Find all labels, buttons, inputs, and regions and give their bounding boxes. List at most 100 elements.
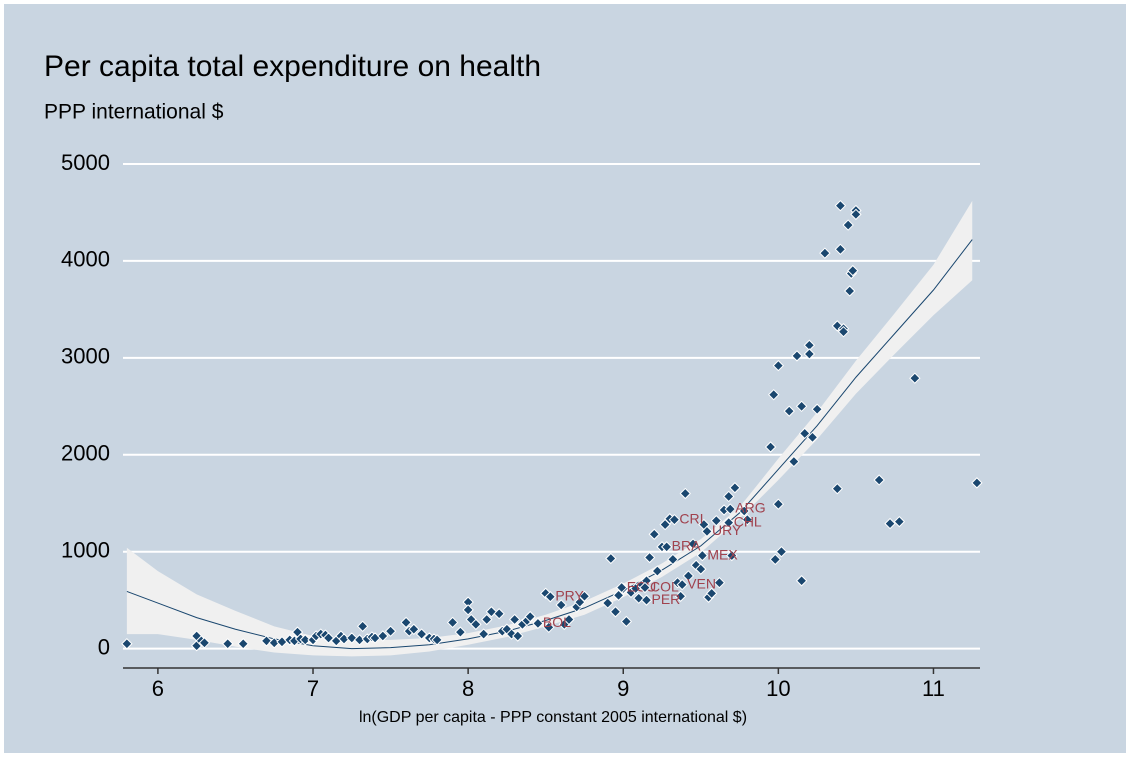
axes: 0 1000 2000 3000 4000 5000 6 7 8 9 10 11: [61, 150, 980, 701]
data-point: [884, 517, 896, 530]
data-point: [705, 587, 718, 600]
data-point: [481, 613, 493, 626]
data-point: [726, 549, 738, 562]
x-axis-title: ln(GDP per capita - PPP constant 2005 in…: [359, 709, 747, 726]
data-point: [555, 599, 567, 611]
y-tick-label: 1000: [61, 538, 110, 563]
data-point: [971, 477, 983, 489]
data-point: [893, 515, 906, 528]
chart-title: Per capita total expenditure on health: [44, 50, 541, 83]
labeled-point: [532, 617, 544, 630]
data-point: [446, 616, 459, 629]
data-point: [563, 613, 575, 626]
labeled-point: [544, 591, 557, 603]
data-point: [633, 592, 645, 604]
data-point: [682, 570, 695, 582]
data-point: [609, 606, 622, 618]
y-tick-label: 4000: [61, 247, 110, 272]
data-point: [850, 208, 862, 221]
data-point: [524, 610, 536, 623]
data-point: [843, 285, 856, 297]
data-point: [651, 565, 664, 577]
data-point: [738, 505, 750, 517]
data-point: [909, 372, 921, 384]
data-point: [508, 613, 521, 626]
data-point: [620, 615, 633, 628]
data-point: [834, 199, 847, 212]
data-point: [695, 563, 707, 575]
data-point: [512, 630, 524, 642]
labeled-point: [724, 503, 736, 515]
point-label: CRI: [679, 510, 703, 526]
point-label: VEN: [687, 575, 716, 591]
data-point: [729, 482, 741, 494]
data-point: [356, 620, 369, 633]
data-point: [806, 431, 819, 444]
data-point: [795, 575, 808, 587]
confidence-band: [126, 200, 973, 657]
data-point: [485, 606, 498, 618]
data-point: [454, 626, 467, 638]
data-point: [873, 474, 885, 486]
data-point: [795, 400, 808, 413]
data-point: [299, 634, 311, 646]
data-point: [687, 538, 699, 550]
labeled-point: [615, 581, 628, 594]
labeled-point: [639, 581, 651, 594]
data-point: [377, 630, 389, 642]
point-label: COL: [650, 578, 679, 594]
chart-subtitle: PPP international $: [44, 101, 224, 124]
data-point: [400, 616, 412, 629]
y-tick-label: 3000: [61, 344, 110, 369]
y-tick-label: 0: [98, 634, 110, 659]
data-point: [643, 551, 656, 564]
x-tick-label: 10: [766, 676, 790, 701]
point-label: PRY: [555, 587, 584, 603]
point-label: MEX: [707, 546, 738, 562]
x-tick-label: 6: [152, 676, 164, 701]
data-point: [384, 625, 397, 637]
x-tick-label: 11: [922, 676, 945, 701]
data-point: [667, 553, 679, 566]
labeled-point: [660, 541, 673, 553]
data-point: [713, 577, 726, 589]
data-point: [543, 621, 555, 633]
data-point: [578, 590, 591, 602]
data-point: [477, 628, 490, 640]
data-point: [764, 441, 777, 453]
data-point: [819, 247, 831, 259]
labeled-point: [668, 514, 681, 526]
point-label: CHL: [734, 513, 762, 529]
data-point: [648, 528, 660, 540]
data-point: [679, 487, 691, 500]
data-point: [799, 427, 811, 440]
point-label: ARG: [735, 500, 765, 516]
data-point: [602, 597, 614, 609]
x-tick-label: 8: [462, 676, 474, 701]
x-tick-label: 7: [307, 676, 319, 701]
data-point: [741, 514, 754, 526]
data-point: [772, 498, 785, 510]
labeled-point: [701, 525, 713, 538]
data-point: [834, 243, 847, 255]
data-point: [803, 348, 816, 360]
data-point: [612, 589, 625, 602]
data-point: [198, 637, 211, 649]
data-point: [605, 552, 617, 565]
data-point: [769, 553, 781, 566]
y-tick-label: 2000: [61, 441, 110, 466]
data-point: [221, 638, 234, 650]
data-point: [811, 403, 823, 415]
data-point: [346, 632, 358, 644]
x-tick-label: 9: [617, 676, 629, 701]
points-layer: CRIARGCHLURYBRAMEXVENECUCOLPERPRYBOL: [121, 199, 983, 652]
point-label: BOL: [543, 614, 571, 630]
data-point: [772, 359, 785, 372]
data-point: [431, 634, 443, 646]
data-point: [767, 388, 780, 401]
point-label: BRA: [672, 538, 701, 554]
data-point: [710, 514, 723, 527]
data-point: [674, 590, 687, 602]
point-label: PER: [652, 591, 681, 607]
